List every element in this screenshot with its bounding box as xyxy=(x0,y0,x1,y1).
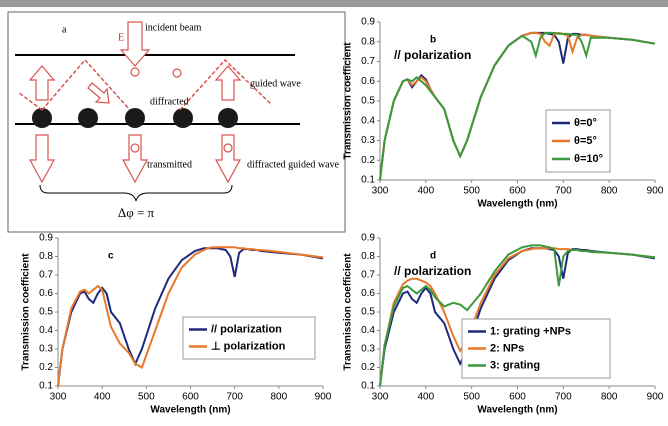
x-tick-label: 300 xyxy=(372,186,389,197)
top-bar xyxy=(0,0,668,7)
y-tick-label: 0.1 xyxy=(361,381,375,392)
y-tick-label: 0.3 xyxy=(361,135,375,146)
wave-paths xyxy=(17,58,273,111)
series-line xyxy=(379,244,656,387)
series-line xyxy=(57,246,324,387)
x-tick-label: 300 xyxy=(372,392,389,403)
panel-label: c xyxy=(108,251,114,262)
x-tick-label: 700 xyxy=(555,186,572,197)
y-tick-label: 0.4 xyxy=(39,325,53,336)
arrows xyxy=(28,21,242,184)
y-tick-label: 0.6 xyxy=(39,288,53,299)
field-label: E xyxy=(118,32,124,43)
y-tick-label: 0.5 xyxy=(39,307,53,318)
annotation: // polarization xyxy=(394,264,471,278)
y-tick-label: 0.7 xyxy=(361,56,375,67)
phase-label: Δφ = π xyxy=(118,205,155,220)
x-axis-label: Wavelength (nm) xyxy=(477,199,557,210)
legend-box xyxy=(461,318,611,379)
diffracted-guided-label: diffracted guided wave xyxy=(247,159,340,170)
series-line xyxy=(379,31,656,181)
panel-label: d xyxy=(430,251,436,262)
y-tick-label: 0.2 xyxy=(361,362,375,373)
transmitted-label: transmitted xyxy=(147,159,192,170)
x-tick-label: 800 xyxy=(601,186,618,197)
annotation: // polarization xyxy=(394,48,471,62)
y-tick-label: 0.4 xyxy=(361,115,375,126)
legend-label: // polarization xyxy=(211,323,282,335)
panel-label: a xyxy=(62,24,67,35)
x-tick-label: 800 xyxy=(270,392,287,403)
diffracted-label: diffracted xyxy=(150,96,189,107)
x-tick-label: 400 xyxy=(417,186,434,197)
legend-label: θ=10° xyxy=(574,153,603,165)
y-tick-label: 0.8 xyxy=(361,36,375,47)
legend-box xyxy=(182,316,316,360)
y-tick-label: 0.9 xyxy=(361,233,375,244)
y-axis-label: Transmission coefficient xyxy=(21,253,32,371)
x-tick-label: 900 xyxy=(315,392,332,403)
y-tick-label: 0.5 xyxy=(361,96,375,107)
y-tick-label: 0.9 xyxy=(39,233,53,244)
x-tick-label: 500 xyxy=(463,392,480,403)
y-tick-label: 0.6 xyxy=(361,288,375,299)
x-tick-label: 500 xyxy=(138,392,155,403)
incident-label: incident beam xyxy=(145,22,202,33)
x-tick-label: 600 xyxy=(509,186,526,197)
diagram: a E incident beam guided wave diffracted… xyxy=(7,11,346,233)
x-tick-label: 300 xyxy=(50,392,67,403)
y-tick-label: 0.1 xyxy=(39,381,53,392)
guided-label: guided wave xyxy=(250,78,301,89)
y-tick-label: 0.5 xyxy=(361,307,375,318)
legend-label: 2: NPs xyxy=(490,342,524,354)
y-tick-label: 0.3 xyxy=(39,344,53,355)
legend-label: θ=0° xyxy=(574,117,597,129)
x-tick-label: 400 xyxy=(94,392,111,403)
y-tick-label: 0.2 xyxy=(39,362,53,373)
x-tick-label: 700 xyxy=(555,392,572,403)
legend-label: ⊥ polarization xyxy=(211,340,286,352)
y-tick-label: 0.4 xyxy=(361,325,375,336)
x-tick-label: 400 xyxy=(417,392,434,403)
y-axis-label: Transmission coefficient xyxy=(343,253,354,371)
brace xyxy=(39,184,233,202)
y-tick-label: 0.7 xyxy=(361,270,375,281)
x-tick-label: 800 xyxy=(601,392,618,403)
particles xyxy=(32,108,238,128)
y-tick-label: 0.3 xyxy=(361,344,375,355)
x-tick-label: 600 xyxy=(182,392,199,403)
y-tick-label: 0.7 xyxy=(39,270,53,281)
y-tick-label: 0.1 xyxy=(361,175,375,186)
panel-label: b xyxy=(430,35,436,46)
y-tick-label: 0.2 xyxy=(361,155,375,166)
legend-label: 1: grating +NPs xyxy=(490,325,571,337)
x-tick-label: 900 xyxy=(647,392,664,403)
y-tick-label: 0.8 xyxy=(39,251,53,262)
x-tick-label: 500 xyxy=(463,186,480,197)
legend-label: 3: grating xyxy=(490,359,540,371)
x-axis-label: Wavelength (nm) xyxy=(477,405,557,416)
x-tick-label: 900 xyxy=(647,186,664,197)
x-axis-label: Wavelength (nm) xyxy=(150,405,230,416)
x-tick-label: 600 xyxy=(509,392,526,403)
y-tick-label: 0.9 xyxy=(361,17,375,28)
y-axis-label: Transmission coefficient xyxy=(343,42,354,160)
x-tick-label: 700 xyxy=(226,392,243,403)
y-tick-label: 0.6 xyxy=(361,76,375,87)
y-tick-label: 0.8 xyxy=(361,251,375,262)
legend-label: θ=5° xyxy=(574,135,597,147)
